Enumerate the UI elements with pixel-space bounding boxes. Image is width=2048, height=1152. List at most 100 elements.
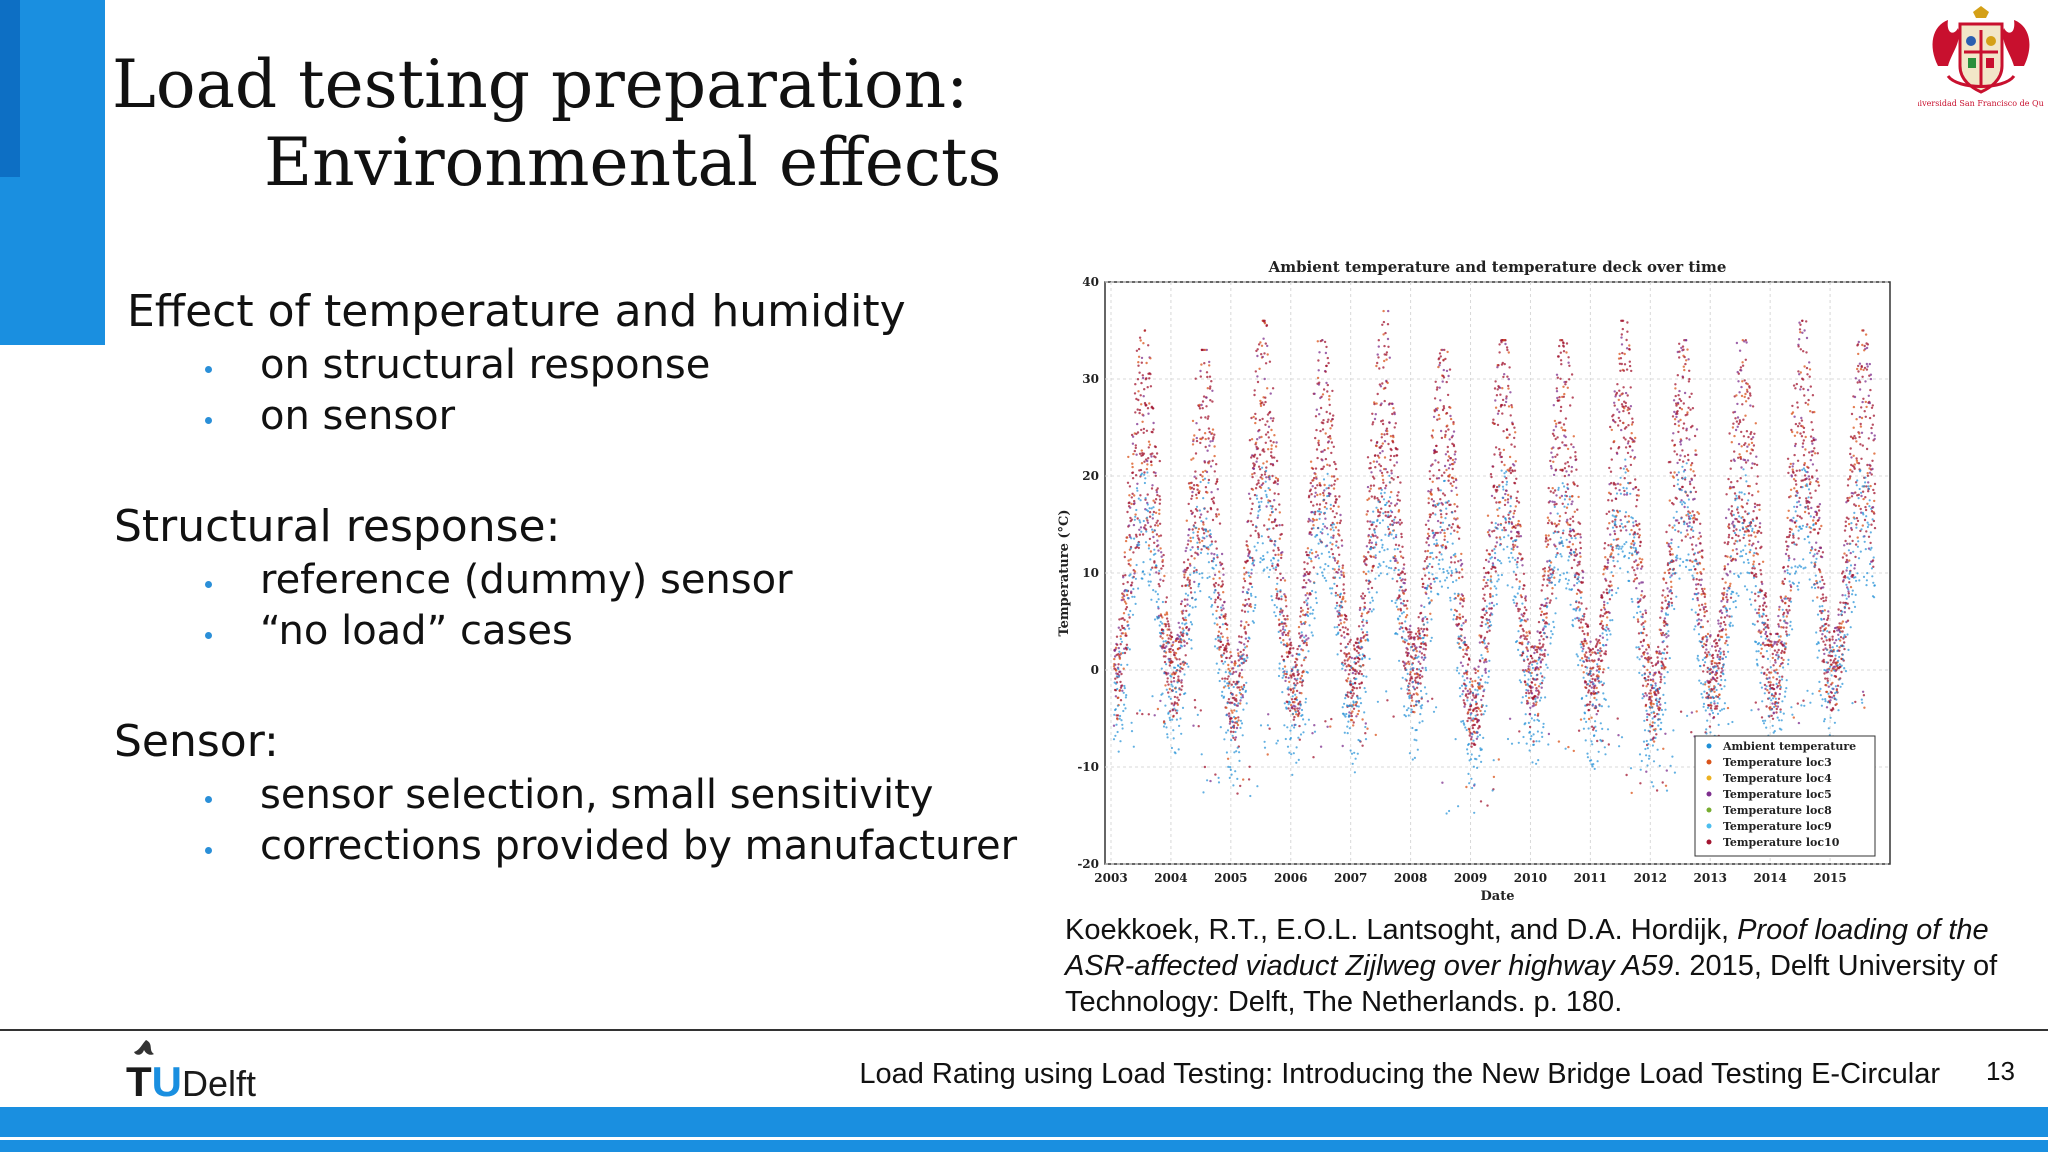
deck-data-point <box>1328 403 1331 407</box>
deck-data-point <box>1208 364 1211 367</box>
deck-data-point <box>1188 579 1191 582</box>
deck-data-point <box>1424 642 1427 645</box>
deck-data-point <box>1378 451 1382 455</box>
deck-data-point <box>1261 355 1264 359</box>
deck-data-point <box>1541 653 1544 656</box>
deck-data-point <box>1397 509 1401 512</box>
deck-data-point <box>1500 341 1503 344</box>
deck-data-point <box>1269 439 1272 443</box>
deck-data-point <box>1387 309 1390 313</box>
deck-data-point <box>1730 481 1733 484</box>
deck-data-point <box>1678 406 1682 410</box>
deck-data-point <box>1530 681 1534 684</box>
deck-data-point <box>1325 381 1328 385</box>
deck-data-point <box>1416 676 1419 679</box>
deck-data-point <box>1277 548 1280 552</box>
deck-data-point <box>1396 561 1399 564</box>
deck-data-point <box>1171 649 1175 652</box>
deck-data-point <box>1310 493 1313 496</box>
deck-data-point <box>1585 651 1588 654</box>
deck-data-point <box>1438 357 1441 360</box>
deck-data-point <box>1757 708 1760 711</box>
deck-data-point <box>1211 459 1214 462</box>
deck-data-point <box>1503 404 1506 407</box>
deck-data-point <box>1298 712 1301 715</box>
deck-data-point <box>1273 492 1276 495</box>
deck-data-point <box>1183 644 1186 647</box>
deck-data-point <box>1445 468 1448 472</box>
deck-data-point <box>1772 687 1776 691</box>
deck-data-point <box>1130 518 1133 521</box>
deck-data-point <box>1673 443 1677 447</box>
deck-data-point <box>1221 677 1224 680</box>
deck-data-point <box>1683 355 1686 359</box>
deck-data-point <box>1518 580 1521 583</box>
deck-data-point <box>1492 418 1495 421</box>
deck-data-point <box>1588 684 1591 688</box>
deck-data-point <box>1507 387 1510 390</box>
deck-data-point <box>1567 523 1570 526</box>
deck-data-point <box>1424 523 1428 526</box>
deck-data-point <box>1376 536 1379 539</box>
deck-data-point <box>1219 561 1222 564</box>
deck-data-point <box>1352 724 1355 727</box>
deck-data-point <box>1336 615 1340 618</box>
deck-data-point <box>1737 372 1740 375</box>
deck-data-point <box>1681 485 1684 489</box>
deck-data-point <box>1211 518 1215 522</box>
deck-data-point <box>1254 421 1257 425</box>
deck-data-point <box>1299 606 1303 610</box>
deck-data-point <box>1191 546 1194 549</box>
deck-data-point <box>1655 651 1658 655</box>
deck-data-point <box>1301 639 1304 642</box>
deck-data-point <box>1499 451 1502 454</box>
deck-data-point <box>1736 508 1739 511</box>
deck-data-point <box>1372 564 1375 568</box>
deck-data-point <box>1699 542 1702 545</box>
deck-data-point <box>1764 630 1768 634</box>
deck-data-point <box>1500 455 1503 459</box>
deck-data-point <box>1532 740 1535 743</box>
deck-data-point <box>1687 458 1690 462</box>
deck-data-point <box>1397 608 1400 611</box>
deck-data-point <box>1669 471 1672 474</box>
deck-data-point <box>1692 520 1695 523</box>
deck-data-point <box>1622 436 1626 439</box>
deck-data-point <box>1687 380 1691 383</box>
deck-data-point <box>1374 413 1377 416</box>
deck-data-point <box>1357 660 1360 663</box>
deck-data-point <box>1459 559 1462 562</box>
deck-data-point <box>1729 570 1732 573</box>
deck-data-point <box>1185 546 1188 550</box>
deck-data-point <box>1729 486 1732 490</box>
deck-data-point <box>1293 707 1296 711</box>
deck-data-point <box>1230 701 1234 704</box>
deck-data-point <box>1466 663 1470 666</box>
deck-data-point <box>1179 602 1183 606</box>
deck-data-point <box>1457 560 1460 563</box>
deck-data-point <box>1758 522 1762 525</box>
deck-data-point <box>1486 531 1490 534</box>
deck-data-point <box>1689 536 1692 540</box>
deck-data-point <box>1527 689 1530 692</box>
deck-data-point <box>1462 648 1465 651</box>
deck-data-point <box>1723 567 1727 570</box>
deck-data-point <box>1165 645 1168 648</box>
deck-data-point <box>1716 676 1719 680</box>
deck-data-point <box>1301 609 1304 612</box>
deck-data-point <box>1298 700 1302 703</box>
deck-data-point <box>1664 784 1668 787</box>
deck-data-point <box>1141 533 1145 536</box>
deck-data-point <box>1575 553 1579 556</box>
deck-data-point <box>1361 620 1364 624</box>
deck-data-point <box>1112 724 1116 727</box>
deck-data-point <box>1705 692 1709 695</box>
deck-data-point <box>1539 653 1542 656</box>
deck-data-point <box>1603 547 1606 550</box>
deck-data-point <box>1710 645 1714 648</box>
deck-data-point <box>1387 527 1390 531</box>
deck-data-point <box>1340 614 1343 617</box>
deck-data-point <box>1637 551 1640 554</box>
deck-data-point <box>1742 418 1745 421</box>
deck-data-point <box>1420 642 1423 645</box>
